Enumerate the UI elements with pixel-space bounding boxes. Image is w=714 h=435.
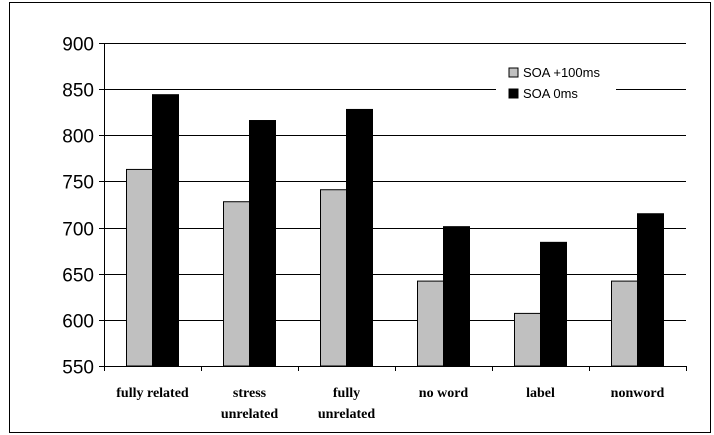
y-tick-label: 700 bbox=[62, 220, 94, 241]
x-tick-label: nonword bbox=[611, 386, 665, 401]
y-tick-label: 600 bbox=[62, 312, 94, 333]
bar-soa-100ms-4 bbox=[514, 312, 541, 367]
bar-soa-100ms-0 bbox=[126, 168, 153, 367]
bar-soa-0ms-5 bbox=[637, 213, 664, 367]
bar-soa-0ms-4 bbox=[540, 241, 567, 367]
x-tick-label: unrelated bbox=[221, 407, 279, 422]
bars bbox=[126, 94, 664, 367]
y-tick-label: 800 bbox=[62, 127, 94, 148]
y-tick-label: 750 bbox=[62, 173, 94, 194]
y-tick-label: 550 bbox=[62, 358, 94, 379]
bar-soa-0ms-0 bbox=[152, 94, 179, 367]
x-tick-label: unrelated bbox=[318, 407, 376, 422]
y-tick-label: 900 bbox=[62, 35, 94, 56]
x-tick-label: label bbox=[526, 386, 555, 401]
legend-label: SOA 0ms bbox=[523, 86, 578, 101]
y-tick-label: 850 bbox=[62, 81, 94, 102]
bar-soa-100ms-2 bbox=[320, 189, 347, 367]
x-tick-label: stress bbox=[233, 386, 267, 401]
x-tick-label: fully related bbox=[116, 386, 189, 401]
x-axis-tick-labels: fully related stress unrelated fully unrelat… bbox=[116, 386, 664, 422]
axes bbox=[99, 43, 687, 371]
legend-label: SOA +100ms bbox=[523, 65, 600, 80]
y-axis-tick-labels: 550 600 650 700 750 800 850 900 bbox=[62, 35, 94, 379]
bar-soa-100ms-1 bbox=[223, 201, 250, 367]
y-tick-label: 650 bbox=[62, 266, 94, 287]
bar-soa-0ms-1 bbox=[249, 120, 276, 367]
bar-soa-0ms-2 bbox=[346, 108, 373, 367]
x-tick-label: fully bbox=[333, 386, 360, 401]
x-tick-label: no word bbox=[419, 386, 469, 401]
legend: SOA +100ms SOA 0ms bbox=[496, 62, 616, 110]
legend-swatch bbox=[508, 88, 519, 99]
legend-swatch bbox=[508, 67, 519, 78]
bar-soa-100ms-3 bbox=[417, 280, 444, 367]
bar-soa-0ms-3 bbox=[443, 226, 470, 367]
bar-soa-100ms-5 bbox=[611, 280, 638, 367]
